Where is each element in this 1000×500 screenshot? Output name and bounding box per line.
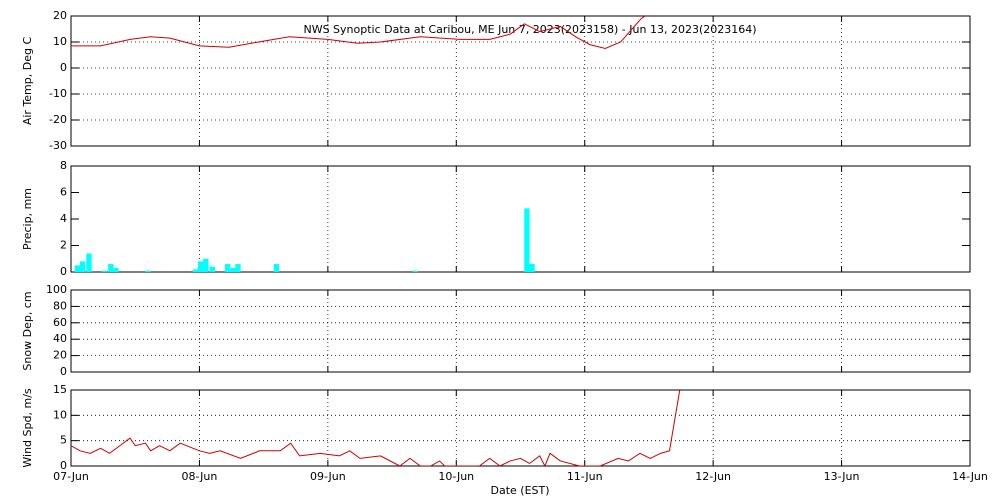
x-tick-label: 08-Jun: [182, 470, 218, 483]
y-tick-label: -20: [49, 113, 67, 126]
y-tick-label: 80: [53, 299, 67, 312]
y-tick-label: 60: [53, 316, 67, 329]
bar: [412, 270, 418, 272]
y-axis-label: Wind Spd, m/s: [21, 388, 34, 468]
y-axis-label: Precip, mm: [21, 188, 34, 250]
plot-frame: [70, 289, 971, 373]
plot-frame: [70, 165, 971, 273]
bar: [86, 253, 92, 272]
data-line: [71, 390, 681, 466]
y-tick-label: 4: [60, 212, 67, 225]
bar: [74, 265, 81, 272]
bar: [101, 270, 108, 272]
x-tick-label: 10-Jun: [438, 470, 474, 483]
x-tick-label: 07-Jun: [53, 470, 89, 483]
plot-frame: [70, 15, 971, 147]
y-tick-label: 40: [53, 332, 67, 345]
bar: [203, 258, 209, 272]
x-tick-label: 13-Jun: [824, 470, 860, 483]
data-line: [71, 16, 646, 50]
plot-area: [71, 390, 681, 466]
y-axis-label: Air Temp, Deg C: [21, 37, 34, 126]
bar: [192, 269, 199, 272]
y-axis-label: Snow Dep, cm: [21, 291, 34, 370]
y-tick-label: -10: [49, 87, 67, 100]
x-axis-label: Date (EST): [490, 484, 549, 497]
y-tick-label: 0: [60, 265, 67, 278]
y-tick-label: -30: [49, 139, 67, 152]
y-tick-label: 15: [53, 383, 67, 396]
bar: [524, 208, 530, 272]
y-tick-label: 6: [60, 186, 67, 199]
chart-title: NWS Synoptic Data at Caribou, ME Jun 7, …: [303, 23, 756, 36]
x-tick-label: 09-Jun: [310, 470, 346, 483]
y-tick-label: 10: [53, 408, 67, 421]
plot-area: [71, 16, 646, 50]
x-tick-label: 14-Jun: [952, 470, 988, 483]
y-tick-label: 5: [60, 434, 67, 447]
plot-area: [74, 208, 535, 272]
bar: [145, 270, 151, 272]
y-tick-label: 0: [60, 459, 67, 472]
y-tick-label: 2: [60, 239, 67, 252]
y-tick-label: 20: [53, 349, 67, 362]
bar: [79, 261, 86, 272]
y-tick-label: 0: [60, 61, 67, 74]
y-tick-label: 10: [53, 35, 67, 48]
y-tick-label: 8: [60, 159, 67, 172]
x-tick-label: 11-Jun: [567, 470, 603, 483]
y-tick-label: 100: [46, 283, 67, 296]
x-tick-label: 12-Jun: [695, 470, 731, 483]
bar: [209, 266, 215, 272]
bar: [235, 264, 241, 272]
bar: [108, 264, 114, 272]
plot-frame: [70, 389, 971, 467]
y-tick-label: 20: [53, 9, 67, 22]
bar: [225, 264, 231, 272]
bar: [113, 268, 119, 272]
bar: [230, 268, 236, 272]
bar: [529, 264, 535, 272]
bar: [273, 264, 280, 272]
bar: [198, 261, 204, 272]
y-tick-label: 0: [60, 365, 67, 378]
